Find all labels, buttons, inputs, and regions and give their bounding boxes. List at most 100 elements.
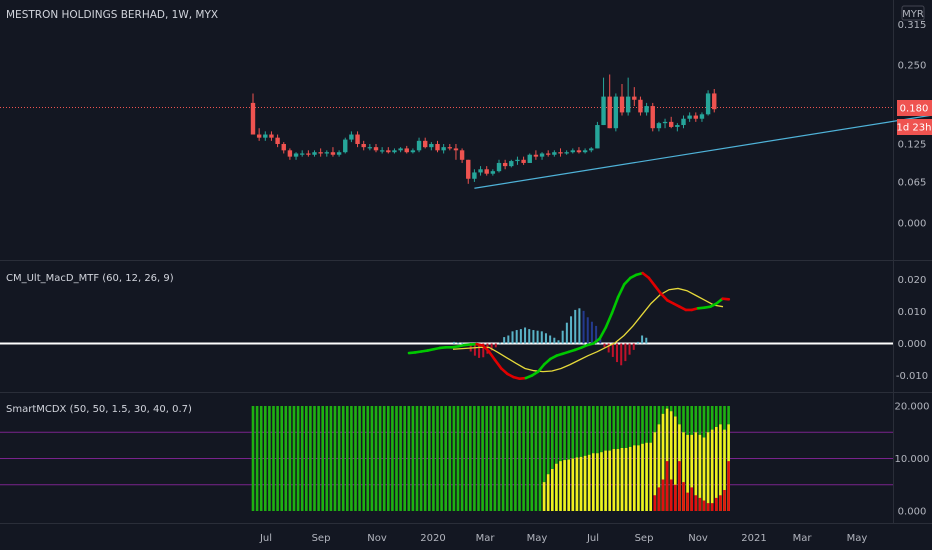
price-tick: 0.125 xyxy=(898,140,927,151)
smart-bar xyxy=(485,406,488,511)
macd-line-segment xyxy=(659,292,669,302)
candle-body xyxy=(367,147,373,149)
candle-body xyxy=(355,134,360,144)
macd-line-segment xyxy=(499,367,509,376)
time-axis: Jul Sep Nov 2020 Mar May Jul Sep Nov 2021 Mar May xyxy=(259,533,867,544)
macd-line-segment xyxy=(536,362,546,373)
smart-bar xyxy=(354,406,357,511)
smart-bar xyxy=(551,406,554,511)
time-tick: Jul xyxy=(259,533,272,544)
smart-bar-green xyxy=(415,406,419,511)
smart-bar-yellow xyxy=(612,449,616,511)
candle-body xyxy=(662,121,668,124)
smart-bar xyxy=(276,406,279,511)
macd-hist-bar xyxy=(599,338,602,344)
smart-bar-red xyxy=(661,479,665,511)
candle-body xyxy=(281,144,286,151)
candle-body xyxy=(256,134,262,138)
macd-hist-bar xyxy=(540,331,543,344)
smart-bar-green xyxy=(321,406,324,511)
candle-body xyxy=(601,96,606,126)
smart-bar-yellow xyxy=(624,448,628,511)
smart-bar xyxy=(567,406,570,511)
candle-body xyxy=(576,150,582,153)
smart-bar-green xyxy=(497,406,501,511)
macd-hist-bar xyxy=(632,343,635,350)
smart-bar-yellow xyxy=(669,411,673,511)
countdown-text: 1d 23h xyxy=(897,123,932,134)
smart-bar-yellow xyxy=(653,432,657,511)
macd-tick: 0.000 xyxy=(898,339,927,350)
candle xyxy=(644,102,649,116)
smart-bar-green xyxy=(411,406,415,511)
smart-bar xyxy=(317,406,320,511)
macd-hist-bar xyxy=(532,330,535,344)
candle-body xyxy=(404,148,409,153)
last-price-text: 0.180 xyxy=(900,104,929,115)
candle-body xyxy=(423,140,428,148)
candle xyxy=(650,102,655,132)
smart-bar xyxy=(391,406,394,511)
smart-bar xyxy=(723,406,726,511)
smart-bar xyxy=(661,406,665,511)
smart-bar-green xyxy=(464,406,468,511)
smart-bar xyxy=(292,406,296,511)
candle-body xyxy=(570,150,575,153)
macd-hist-bar xyxy=(553,337,556,344)
macd-hist-bar xyxy=(511,331,514,344)
smart-bar-yellow xyxy=(723,429,726,511)
smart-bar-yellow xyxy=(661,413,665,511)
smart-bar-green xyxy=(350,406,353,511)
candle xyxy=(435,140,440,153)
candle-body xyxy=(687,115,692,119)
smart-bar-yellow xyxy=(551,469,554,511)
candle-body xyxy=(398,148,403,151)
smart-bar-green xyxy=(440,406,443,511)
smart-bar xyxy=(546,406,550,511)
smart-bar xyxy=(272,406,275,511)
macd-line-segment xyxy=(616,282,626,299)
candle xyxy=(527,153,532,163)
candle xyxy=(712,89,717,113)
macd-hist-bar xyxy=(565,322,568,344)
smart-bar xyxy=(382,406,386,511)
smart-bar-green xyxy=(272,406,275,511)
smart-bar xyxy=(505,406,509,511)
smart-bar-red xyxy=(710,503,714,511)
candle-body xyxy=(521,159,526,163)
price-tick: 0.065 xyxy=(898,177,927,188)
candle-body xyxy=(435,144,440,151)
smart-bar xyxy=(460,406,464,511)
smart-bar xyxy=(616,406,620,511)
macd-hist-bar xyxy=(641,335,644,344)
time-tick: May xyxy=(527,533,548,544)
smart-bar-green xyxy=(510,406,513,511)
smart-bar-yellow xyxy=(587,454,591,511)
smart-bar-green xyxy=(489,406,493,511)
macd-line-segment xyxy=(481,344,491,353)
price-tick: 0.315 xyxy=(898,20,927,31)
candle-body xyxy=(300,153,305,155)
smart-bar xyxy=(555,406,558,511)
smart-bar xyxy=(428,406,431,511)
macd-hist-bar xyxy=(595,325,598,344)
smart-bar-yellow xyxy=(604,450,607,511)
candle-body xyxy=(472,172,477,179)
smart-bar xyxy=(288,406,292,511)
candle-body xyxy=(306,153,311,155)
smart-bar xyxy=(325,406,329,511)
candle xyxy=(404,145,409,154)
candle xyxy=(521,156,526,165)
candle xyxy=(478,166,483,176)
smart-bar-green xyxy=(382,406,386,511)
smart-bar xyxy=(407,406,411,511)
trendline[interactable] xyxy=(474,87,932,189)
smart-bar-yellow xyxy=(698,434,702,511)
smart-bar-green xyxy=(317,406,320,511)
candle-body xyxy=(484,169,489,174)
macd-line-segment xyxy=(604,311,614,329)
smart-bar-green xyxy=(428,406,431,511)
smart-bar-green xyxy=(505,406,509,511)
smart-bar-green xyxy=(469,406,472,511)
smart-bar xyxy=(362,406,365,511)
